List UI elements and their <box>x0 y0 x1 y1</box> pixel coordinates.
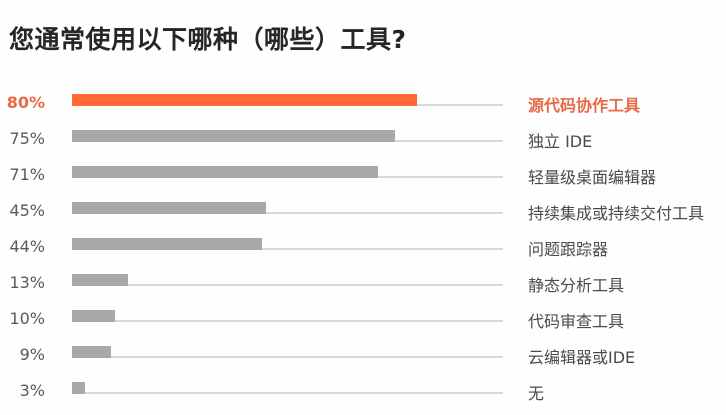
percent-label: 3% <box>19 381 45 400</box>
percent-label: 13% <box>9 273 45 292</box>
percent-label: 75% <box>9 129 45 148</box>
bar-row: 13% 静态分析工具 <box>0 265 726 301</box>
percent-label: 71% <box>9 165 45 184</box>
category-label: 轻量级桌面编辑器 <box>528 168 657 187</box>
category-label: 独立 IDE <box>528 132 593 151</box>
bar <box>72 346 111 358</box>
bar-row: 44% 问题跟踪器 <box>0 229 726 265</box>
bar <box>72 202 266 214</box>
bar-track <box>72 392 503 394</box>
bar-track <box>72 356 503 358</box>
chart-title: 您通常使用以下哪种（哪些）工具? <box>9 25 407 54</box>
category-label: 云编辑器或IDE <box>528 348 636 367</box>
percent-label: 10% <box>9 309 45 328</box>
percent-label: 9% <box>19 345 45 364</box>
percent-label: 80% <box>6 93 45 112</box>
bar <box>72 382 85 394</box>
percent-label: 45% <box>9 201 45 220</box>
category-label: 静态分析工具 <box>528 276 625 295</box>
bar-track <box>72 284 503 286</box>
bar <box>72 166 378 178</box>
bar <box>72 94 417 106</box>
bar-row: 75% 独立 IDE <box>0 121 726 157</box>
percent-label: 44% <box>9 237 45 256</box>
bar-track <box>72 320 503 322</box>
bar <box>72 274 128 286</box>
bar-row: 45% 持续集成或持续交付工具 <box>0 193 726 229</box>
category-label: 持续集成或持续交付工具 <box>528 204 705 223</box>
bar-row: 80% 源代码协作工具 <box>0 85 726 121</box>
category-label: 源代码协作工具 <box>528 96 641 115</box>
bar-track <box>72 212 503 214</box>
category-label: 问题跟踪器 <box>528 240 609 259</box>
bar-track <box>72 248 503 250</box>
bar-row: 3% 无 <box>0 373 726 409</box>
category-label: 代码审查工具 <box>528 312 625 331</box>
bar <box>72 310 115 322</box>
bar-row: 10% 代码审查工具 <box>0 301 726 337</box>
bar-row: 9% 云编辑器或IDE <box>0 337 726 373</box>
bar <box>72 238 262 250</box>
category-label: 无 <box>528 384 545 403</box>
bar <box>72 130 395 142</box>
bar-row: 71% 轻量级桌面编辑器 <box>0 157 726 193</box>
